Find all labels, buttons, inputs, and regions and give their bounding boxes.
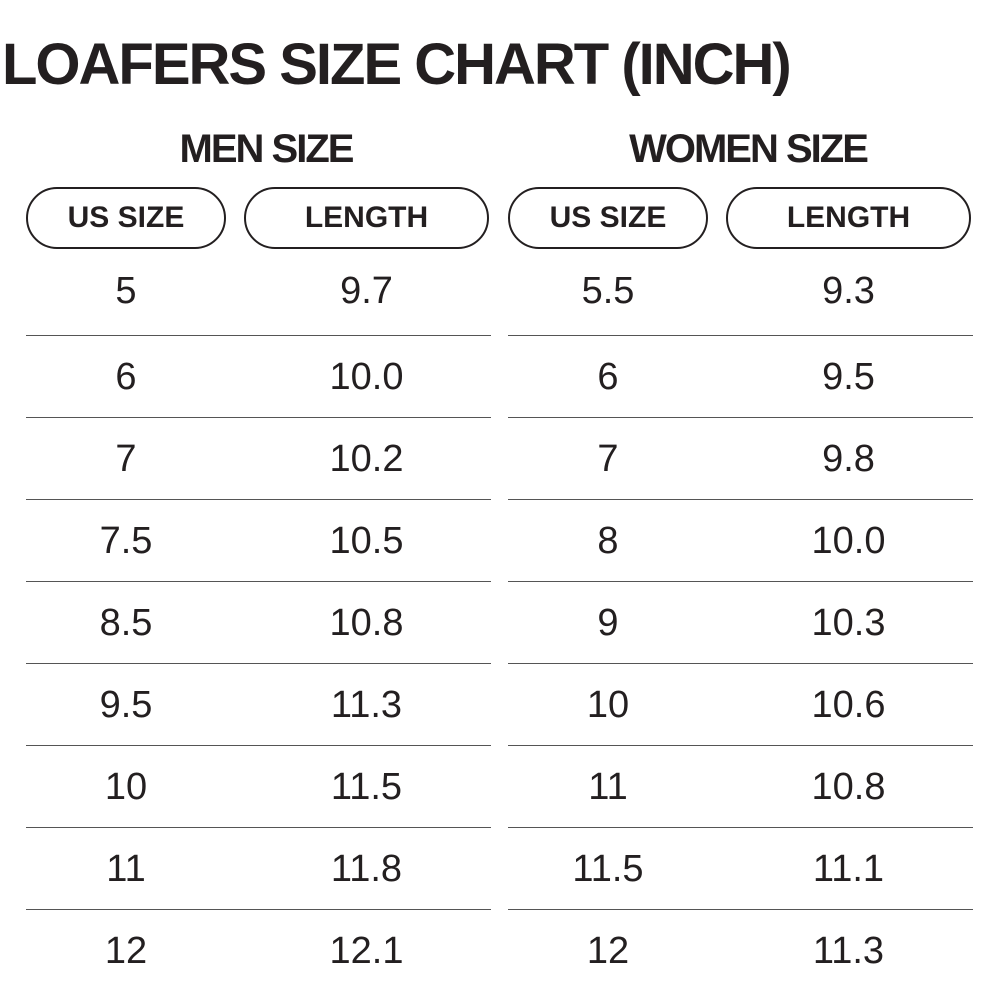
page-title: LOAFERS SIZE CHART (INCH) bbox=[2, 32, 792, 97]
men-us-size-cell: 5 bbox=[115, 270, 137, 312]
women-length-cell: 11.1 bbox=[812, 848, 885, 890]
men-us-size-header: US SIZE bbox=[26, 187, 226, 249]
men-us-size-cell: 7 bbox=[115, 438, 137, 480]
table-row: 10 11.5 bbox=[26, 745, 491, 827]
table-row: 8 10.0 bbox=[508, 499, 973, 581]
table-row: 6 9.5 bbox=[508, 335, 973, 417]
table-row: 11 10.8 bbox=[508, 745, 973, 827]
men-us-size-cell: 9.5 bbox=[99, 684, 153, 726]
men-length-cell: 9.7 bbox=[340, 270, 393, 312]
table-row: 12 11.3 bbox=[508, 909, 973, 991]
men-length-cell: 10.0 bbox=[329, 356, 404, 398]
men-length-cell: 11.3 bbox=[330, 684, 403, 726]
women-size-heading: WOMEN SIZE bbox=[629, 127, 869, 171]
men-us-size-cell: 6 bbox=[115, 356, 137, 398]
men-length-cell: 12.1 bbox=[329, 930, 404, 972]
table-row: 7 9.8 bbox=[508, 417, 973, 499]
men-length-cell: 10.8 bbox=[329, 602, 404, 644]
men-size-table: 5 9.7 6 10.0 7 10.2 7.5 10.5 8.5 10.8 9.… bbox=[26, 253, 491, 991]
men-us-size-cell: 8.5 bbox=[99, 602, 153, 644]
table-row: 5 9.7 bbox=[26, 253, 491, 335]
table-row: 7 10.2 bbox=[26, 417, 491, 499]
table-row: 6 10.0 bbox=[26, 335, 491, 417]
women-length-cell: 10.3 bbox=[811, 602, 886, 644]
men-length-cell: 11.8 bbox=[330, 848, 403, 890]
table-row: 9 10.3 bbox=[508, 581, 973, 663]
women-length-cell: 10.0 bbox=[811, 520, 886, 562]
women-length-header: LENGTH bbox=[726, 187, 971, 249]
table-row: 12 12.1 bbox=[26, 909, 491, 991]
table-row: 7.5 10.5 bbox=[26, 499, 491, 581]
men-us-size-cell: 12 bbox=[104, 930, 148, 972]
men-us-size-cell: 7.5 bbox=[99, 520, 153, 562]
table-row: 10 10.6 bbox=[508, 663, 973, 745]
women-us-size-cell: 10 bbox=[586, 684, 630, 726]
women-us-size-header: US SIZE bbox=[508, 187, 708, 249]
table-row: 11 11.8 bbox=[26, 827, 491, 909]
men-us-size-cell: 11 bbox=[106, 848, 146, 890]
men-size-heading: MEN SIZE bbox=[179, 127, 355, 171]
women-length-cell: 11.3 bbox=[812, 930, 885, 972]
women-length-cell: 9.8 bbox=[822, 438, 875, 480]
women-length-cell: 10.8 bbox=[811, 766, 886, 808]
women-length-cell: 9.3 bbox=[822, 270, 875, 312]
women-length-cell: 10.6 bbox=[811, 684, 886, 726]
men-length-header: LENGTH bbox=[244, 187, 489, 249]
men-length-cell: 10.5 bbox=[329, 520, 404, 562]
table-row: 9.5 11.3 bbox=[26, 663, 491, 745]
women-size-table: 5.5 9.3 6 9.5 7 9.8 8 10.0 9 10.3 10 10.… bbox=[508, 253, 973, 991]
women-us-size-cell: 11.5 bbox=[572, 848, 644, 890]
men-us-size-cell: 10 bbox=[104, 766, 148, 808]
men-length-cell: 10.2 bbox=[329, 438, 404, 480]
women-us-size-cell: 7 bbox=[597, 438, 619, 480]
women-us-size-cell: 12 bbox=[586, 930, 630, 972]
table-row: 8.5 10.8 bbox=[26, 581, 491, 663]
women-us-size-cell: 6 bbox=[597, 356, 619, 398]
women-size-section: WOMEN SIZE US SIZE LENGTH 5.5 9.3 6 9.5 … bbox=[508, 125, 988, 972]
men-length-cell: 11.5 bbox=[330, 766, 403, 808]
men-size-section: MEN SIZE US SIZE LENGTH 5 9.7 6 10.0 7 1… bbox=[26, 125, 506, 972]
women-length-cell: 9.5 bbox=[822, 356, 875, 398]
table-row: 5.5 9.3 bbox=[508, 253, 973, 335]
women-column-headers: US SIZE LENGTH bbox=[508, 187, 988, 253]
table-row: 11.5 11.1 bbox=[508, 827, 973, 909]
women-us-size-cell: 8 bbox=[597, 520, 619, 562]
women-us-size-cell: 5.5 bbox=[581, 270, 635, 312]
women-us-size-cell: 11 bbox=[588, 766, 628, 808]
men-column-headers: US SIZE LENGTH bbox=[26, 187, 506, 253]
women-us-size-cell: 9 bbox=[597, 602, 619, 644]
